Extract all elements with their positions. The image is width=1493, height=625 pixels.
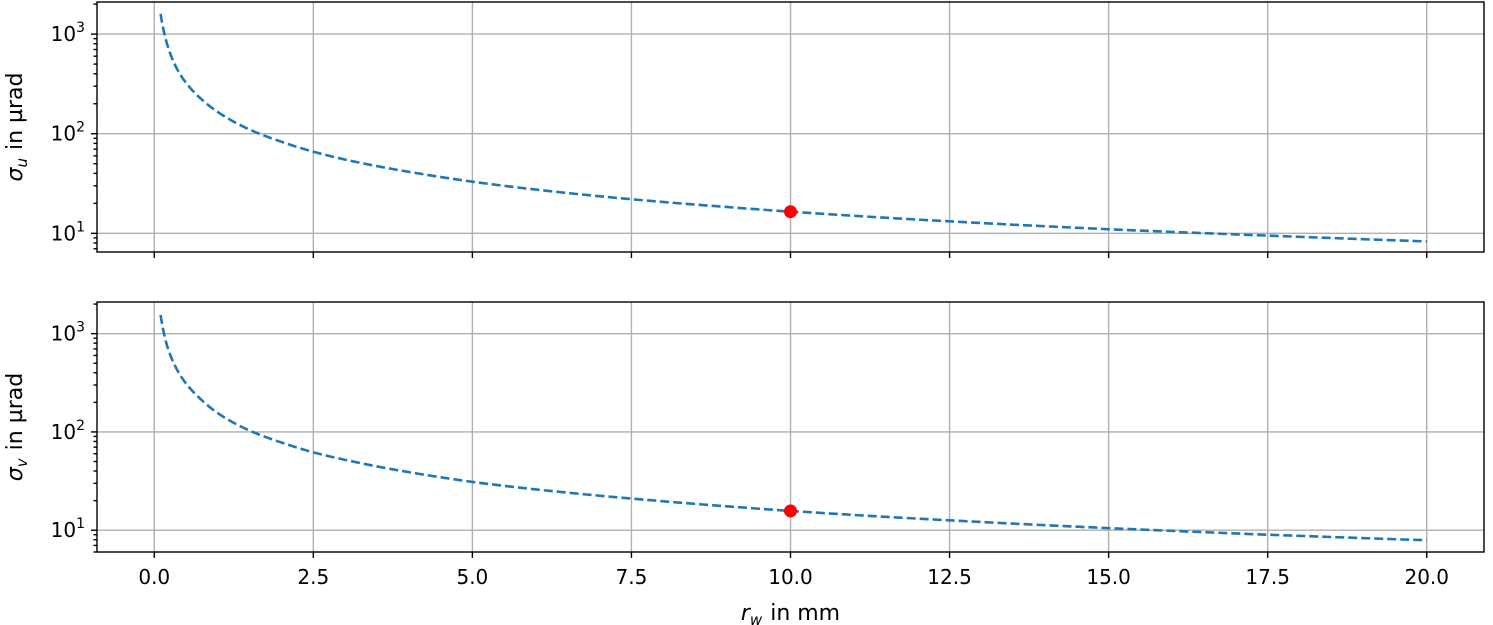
plot-frame (96, 1, 1485, 253)
y-tick-label: 103 (51, 320, 85, 346)
chart-panel-1: 0.0 2.5 5.0 7.5 10.0 12.5 15.0 17.5 20.0 101 102 10… (3, 301, 1485, 625)
highlight-point (784, 205, 797, 219)
x-tick-label: 15.0 (1086, 565, 1131, 589)
x-tick-label: 7.5 (616, 565, 648, 589)
series-line-0 (159, 13, 1427, 243)
x-tick-label: 5.0 (456, 565, 488, 589)
x-tick-label: 10.0 (768, 565, 813, 589)
series-line-0 (159, 314, 1427, 542)
highlight-point (784, 504, 797, 518)
x-tick-label: 20.0 (1404, 565, 1449, 589)
y-tick-label: 103 (51, 20, 85, 46)
y-tick-label: 102 (51, 120, 85, 146)
plot-frame (96, 301, 1485, 553)
x-tick-label: 17.5 (1245, 565, 1290, 589)
x-tick-label: 0.0 (138, 565, 170, 589)
x-tick-label: 2.5 (297, 565, 329, 589)
y-tick-label: 102 (51, 418, 85, 444)
y-tick-label: 101 (51, 516, 85, 542)
chart-panel-0: 101 102 103 σuin µrad (3, 1, 1485, 258)
y-axis-label: σuin µrad (3, 72, 31, 181)
y-axis-label: σvin µrad (3, 373, 31, 481)
x-axis-label: rw in mm (741, 601, 840, 625)
x-tick-label: 12.5 (927, 565, 972, 589)
y-tick-label: 101 (51, 219, 85, 245)
